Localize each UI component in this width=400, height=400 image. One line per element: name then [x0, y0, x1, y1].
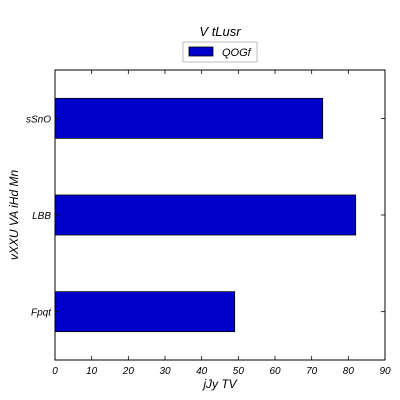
x-axis-title: jJy TV [201, 377, 237, 391]
x-tick-label: 70 [306, 366, 318, 377]
bar-LBB [55, 195, 356, 235]
y-axis-title: vXXU VA iHd Mn [7, 170, 21, 261]
x-tick-label: 60 [269, 366, 281, 377]
y-tick-label: Fpqt [31, 308, 52, 319]
legend-label: QOGf [222, 47, 252, 59]
x-tick-label: 20 [122, 366, 135, 377]
x-tick-label: 50 [233, 366, 245, 377]
bar-sSnO [55, 98, 323, 138]
x-tick-label: 80 [343, 366, 355, 377]
y-tick-label: sSnO [26, 114, 51, 125]
x-tick-label: 10 [86, 366, 98, 377]
x-tick-label: 0 [52, 366, 58, 377]
legend: QOGf [183, 42, 257, 62]
chart-title: V tLusr [199, 24, 241, 39]
legend-swatch [189, 47, 213, 56]
bar-Fpqt [55, 292, 235, 332]
x-tick-label: 30 [159, 366, 171, 377]
y-tick-label: LBB [32, 211, 51, 222]
bars [55, 98, 356, 331]
x-tick-label: 40 [196, 366, 208, 377]
x-tick-label: 90 [379, 366, 391, 377]
